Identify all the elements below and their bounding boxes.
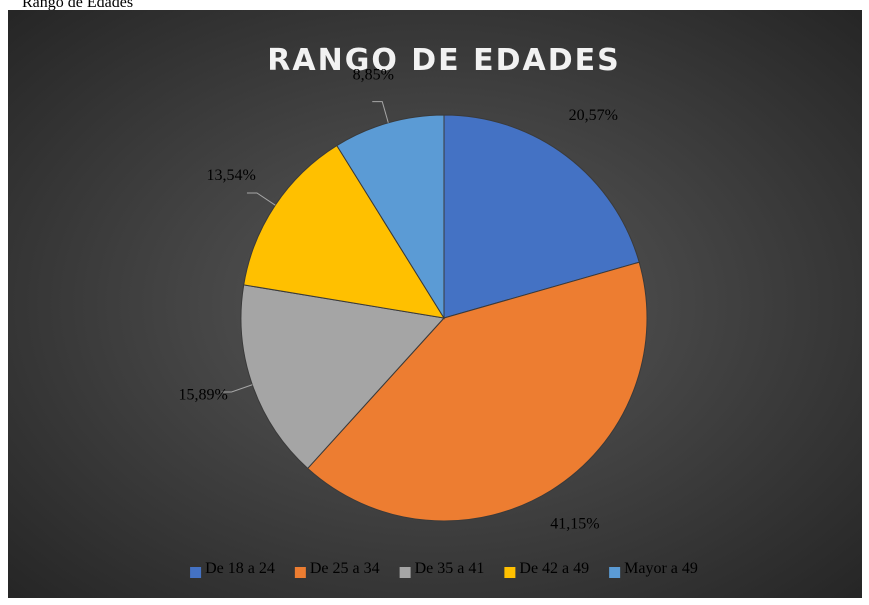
legend-label: De 42 a 49 <box>519 560 589 577</box>
pie-slice <box>443 114 640 319</box>
data-label: 8,85% <box>353 67 394 84</box>
pie-slice <box>306 261 648 522</box>
legend-item: Mayor a 49 <box>609 560 698 578</box>
legend: De 18 a 24 De 25 a 34 De 35 a 41 De 42 a 49… <box>190 560 698 578</box>
data-label: 20,57% <box>569 107 618 124</box>
pie-slice <box>240 284 445 470</box>
legend-label: De 18 a 24 <box>205 560 275 577</box>
leader-line <box>246 192 276 206</box>
leader-line <box>221 384 253 393</box>
chart-title: RANGO DE EDADES <box>267 43 620 78</box>
legend-item: De 42 a 49 <box>504 560 589 578</box>
leader-line <box>372 101 389 123</box>
legend-label: De 25 a 34 <box>310 560 380 577</box>
legend-item: De 35 a 41 <box>399 560 485 578</box>
legend-swatch <box>504 567 516 578</box>
legend-label: Mayor a 49 <box>624 560 698 577</box>
legend-swatch <box>190 567 202 578</box>
data-label: 13,54% <box>207 167 256 184</box>
caption: Rango de Edades <box>22 0 133 11</box>
legend-swatch <box>294 567 306 578</box>
legend-item: De 18 a 24 <box>190 560 275 578</box>
pie-slice <box>243 144 446 319</box>
data-label: 41,15% <box>550 516 599 533</box>
pie: 20,57% 41,15% 15,89% 13,54% 8,85% <box>178 67 648 533</box>
legend-swatch <box>399 567 411 578</box>
legend-item: De 25 a 34 <box>294 560 380 578</box>
legend-swatch <box>609 567 621 578</box>
data-label: 15,89% <box>178 387 227 404</box>
legend-label: De 35 a 41 <box>415 560 485 577</box>
